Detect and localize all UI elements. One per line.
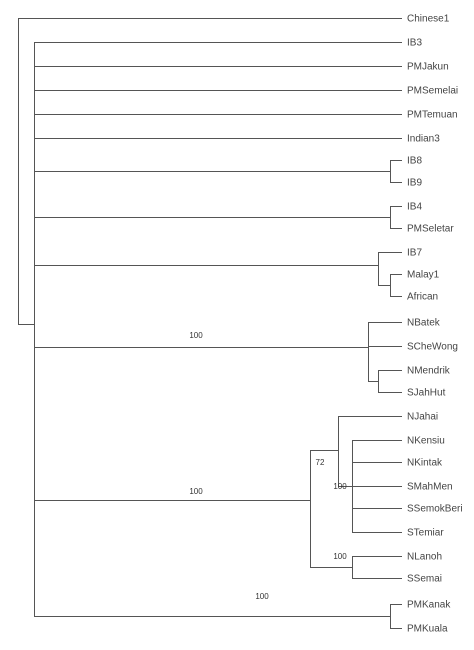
tree-branches — [18, 18, 402, 629]
leaf-label: PMSemelai — [407, 86, 458, 97]
leaf-label: PMJakun — [407, 62, 449, 73]
leaf-label: SCheWong — [407, 342, 458, 353]
leaf-label: SJahHut — [407, 388, 446, 399]
support-label: 100 — [255, 592, 269, 601]
leaf-label: STemiar — [407, 528, 444, 539]
leaf-label: NJahai — [407, 412, 438, 423]
leaf-label: PMSeletar — [407, 224, 454, 235]
leaf-label: African — [407, 292, 438, 303]
leaf-label: PMKuala — [407, 624, 448, 635]
leaf-label: Malay1 — [407, 270, 440, 281]
leaf-label: SMahMen — [407, 482, 453, 493]
leaf-label: IB9 — [407, 178, 422, 189]
leaf-label: NKintak — [407, 458, 443, 469]
leaf-label: IB3 — [407, 38, 422, 49]
leaf-label: IB7 — [407, 248, 422, 259]
support-label: 100 — [189, 487, 203, 496]
leaf-label: NBatek — [407, 318, 441, 329]
support-label: 100 — [333, 552, 347, 561]
leaf-label: NLanoh — [407, 552, 442, 563]
support-label: 100 — [189, 331, 203, 340]
leaf-label: Indian3 — [407, 134, 440, 145]
leaf-label: PMTemuan — [407, 110, 458, 121]
leaf-label: NKensiu — [407, 436, 445, 447]
leaf-label: Chinese1 — [407, 14, 450, 25]
leaf-label: PMKanak — [407, 600, 451, 611]
support-label: 100 — [333, 482, 347, 491]
leaf-label: SSemai — [407, 574, 442, 585]
leaf-label: IB8 — [407, 156, 422, 167]
leaf-label: NMendrik — [407, 366, 451, 377]
leaf-label: SSemokBeri — [407, 504, 463, 515]
leaf-label: IB4 — [407, 202, 422, 213]
support-label: 72 — [316, 458, 325, 467]
